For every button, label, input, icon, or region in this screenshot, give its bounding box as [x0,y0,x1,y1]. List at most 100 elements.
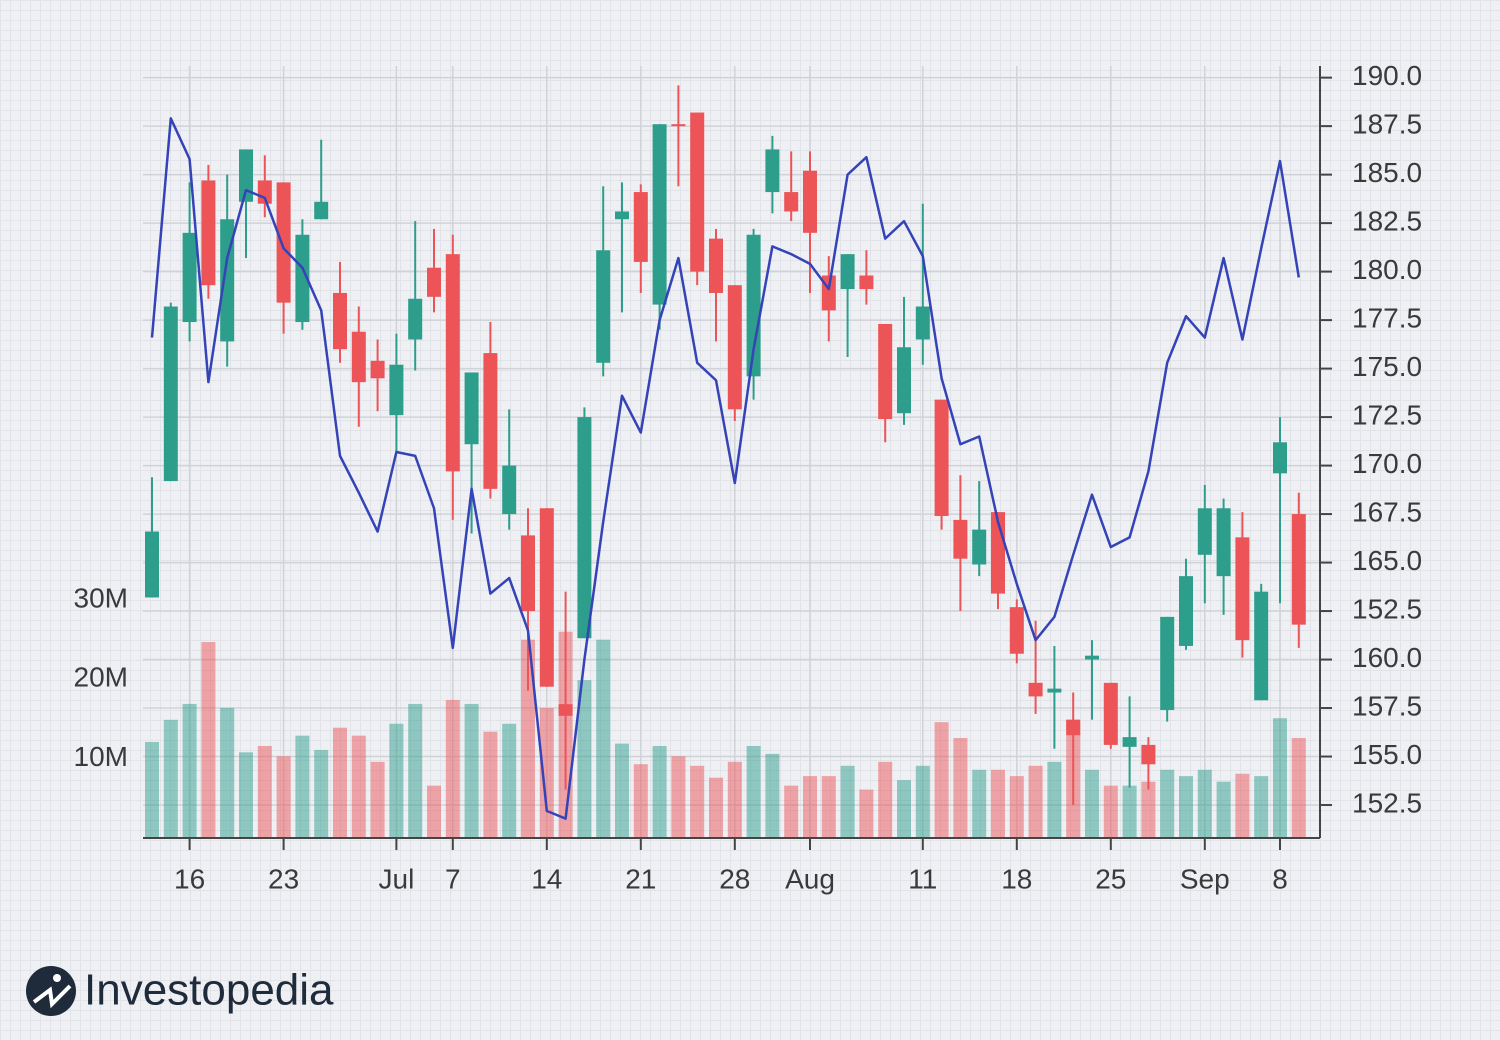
volume-bar [953,738,968,838]
candle-body [1141,744,1156,765]
candle-body [370,360,385,379]
volume-bar [972,769,987,838]
price-line [150,117,1301,820]
x-tick-label: 16 [174,863,205,894]
candle-body [276,182,291,303]
x-tick-label: 28 [719,863,750,894]
candle-body [934,399,949,517]
volume-bar [1103,785,1118,838]
volume-bar [615,743,629,838]
candle-body [746,234,761,377]
candle-body [915,306,930,340]
y-tick-label: 155.0 [1352,739,1422,770]
candle-body [389,364,404,416]
y-tick-label: 175.0 [1352,351,1422,382]
volume-bar [427,785,441,838]
volume-tick-label: 10M [74,741,128,772]
volume-bar [1028,765,1043,838]
candle-body [633,192,648,262]
volume-bar [633,764,648,838]
candle-body [615,211,629,220]
y-tick-label: 185.0 [1352,157,1422,188]
candle-body [577,417,592,639]
volume-bar [709,777,723,838]
candle-body [1122,737,1137,747]
x-tick-label: Aug [785,863,835,894]
x-tick-label: Jul [379,863,415,894]
volume-bar [671,756,686,838]
volume-bar [145,742,159,838]
candle-body [239,149,253,202]
volume-bar [1197,769,1212,838]
brand-name: Investopedia [84,966,334,1015]
candle-body [1066,719,1081,736]
x-tick-label: 21 [625,863,656,894]
candle-body [445,254,460,472]
candle-body [1160,616,1175,710]
candle-body [671,124,686,127]
volume-bar [934,722,949,838]
candle-body [427,267,441,297]
candle-body [163,306,178,482]
candle-body [803,170,817,233]
volume-bar [502,723,517,838]
volume-bar [182,703,197,838]
volume-bar [483,731,498,838]
volume-bar [1254,776,1269,838]
candle-body [502,465,517,515]
volume-bar [163,719,178,838]
volume-bar [539,707,554,838]
candle-body [539,508,554,687]
y-tick-label: 152.5 [1352,593,1422,624]
volume-bar [257,745,272,838]
candle-body [483,353,498,489]
volume-bar [464,703,479,838]
candle-body [1197,508,1212,555]
volume-bar [577,680,592,838]
candle-body [145,531,159,598]
volume-bar [201,642,216,838]
volume-bar [314,749,329,838]
volume-bar [351,735,366,838]
candle-body [257,180,272,204]
x-tick-label: Sep [1180,863,1230,894]
y-tick-label: 187.5 [1352,109,1422,140]
candle-body [1179,576,1193,646]
x-tick-label: 23 [268,863,299,894]
candle-body [1216,508,1231,577]
y-tick-label: 157.5 [1352,690,1422,721]
candle-body [201,180,216,286]
logo-mark [32,984,72,1009]
volume-bar [746,745,761,838]
y-tick-label: 180.0 [1352,254,1422,285]
candle-body [1009,607,1024,654]
volume-bar [1085,769,1099,838]
candle-body [953,519,968,559]
candle-body [295,234,310,323]
volume-bar [991,769,1005,838]
candle-body [314,201,329,220]
candle-body [897,347,911,414]
volume-bar [1273,718,1287,838]
candle-body [558,704,573,716]
candle-body [690,112,705,272]
volume-bar [765,753,780,838]
volume-bar [1216,781,1231,838]
candle-body [1047,688,1062,693]
candle-body [333,292,347,350]
volume-bar [652,745,667,838]
candle-body [709,238,723,293]
volume-bar [276,756,291,838]
x-tick-label: 25 [1095,863,1126,894]
candle-body [859,275,874,290]
volume-bar [1122,785,1137,838]
volume-bar [521,639,535,838]
candle-body [784,192,799,212]
volume-bar [821,776,836,838]
candle-body [1103,682,1118,745]
volume-bar [370,761,385,838]
x-tick-label: 18 [1001,863,1032,894]
volume-bar [239,752,253,838]
